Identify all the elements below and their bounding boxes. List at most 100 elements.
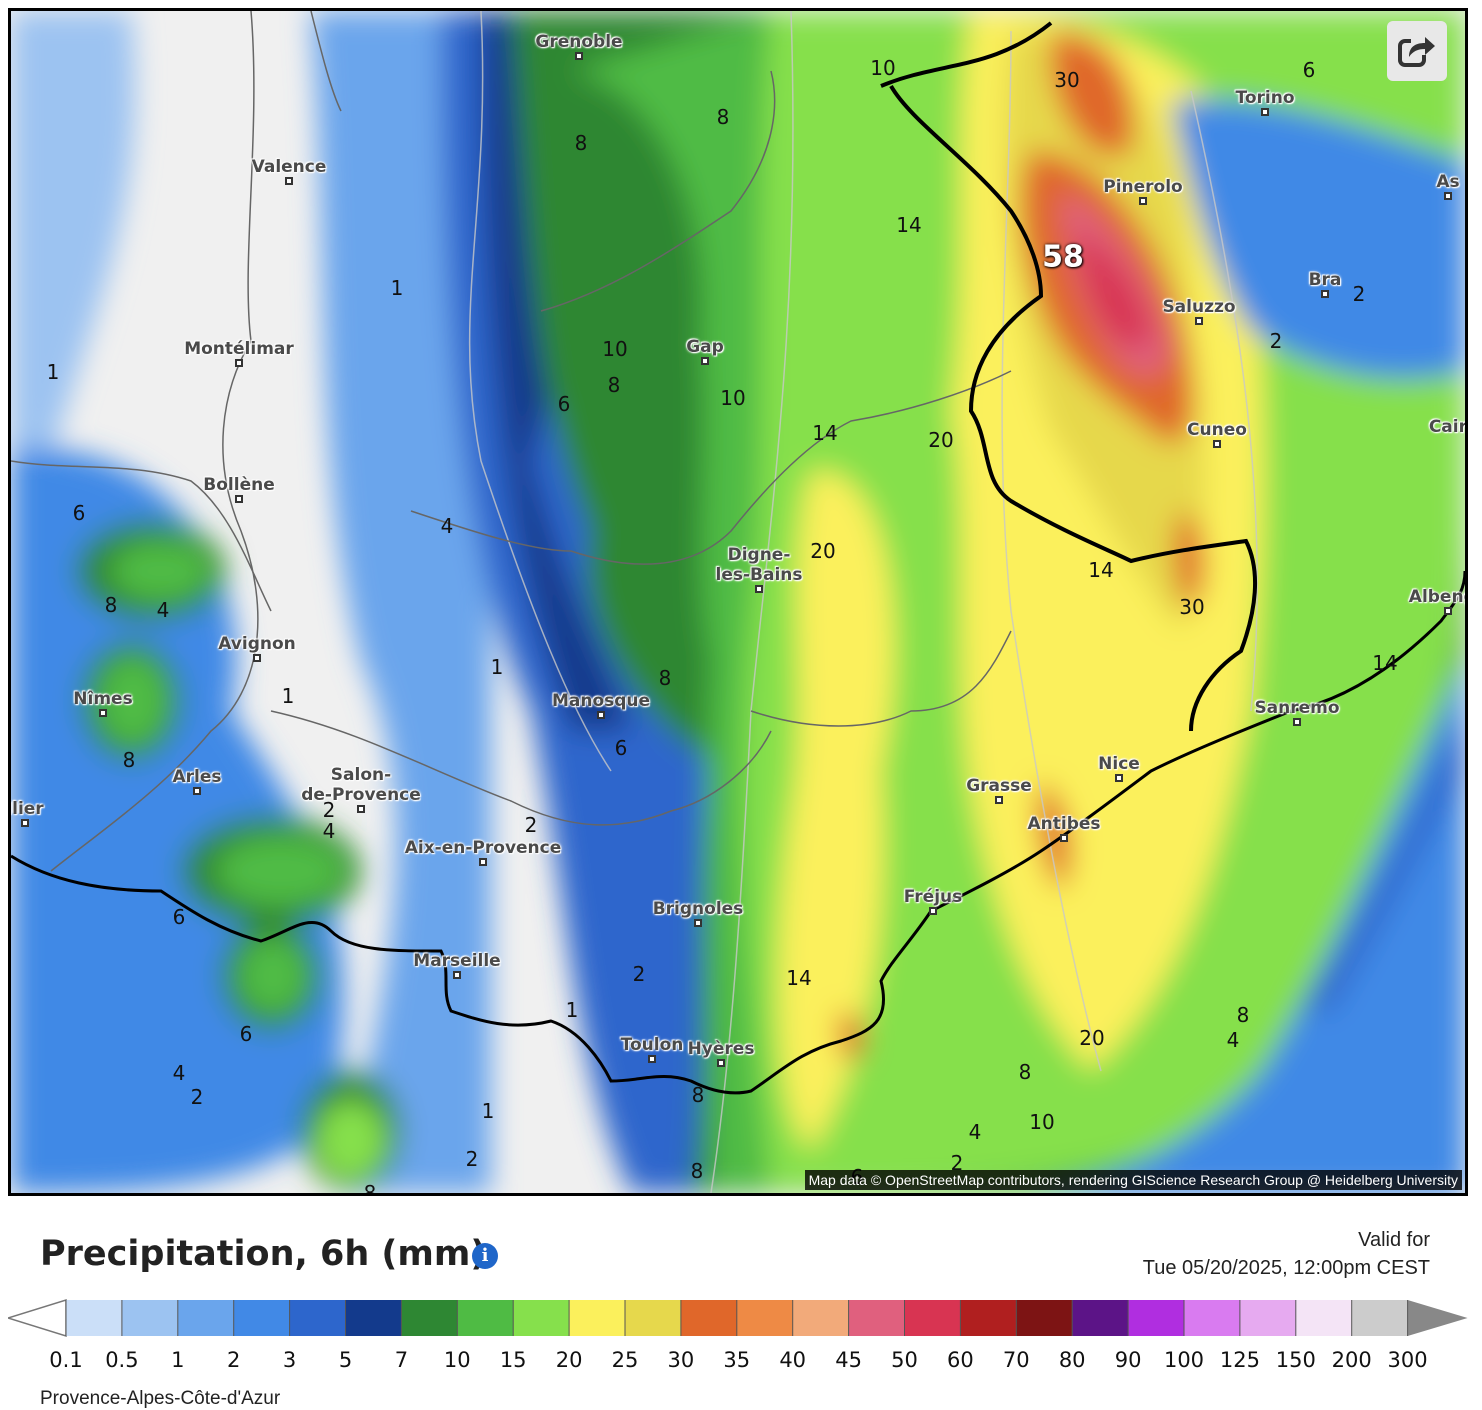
city-marker: [717, 1059, 725, 1067]
legend-swatch: [1016, 1300, 1073, 1336]
legend-swatch: [848, 1300, 905, 1336]
legend-swatch: [289, 1300, 346, 1336]
contour-label: 4: [322, 819, 336, 843]
contour-label: 6: [1302, 58, 1316, 82]
legend-tick-label: 3: [282, 1348, 297, 1372]
legend-tick-label: 30: [667, 1348, 695, 1372]
legend-swatch: [1351, 1300, 1409, 1336]
city-label: Fréjus: [903, 887, 963, 907]
contour-label: 4: [1226, 1028, 1240, 1052]
city-marker: [701, 357, 709, 365]
city-marker: [1060, 834, 1068, 842]
contour-label: 10: [1029, 1110, 1055, 1134]
contour-label: 8: [363, 1181, 377, 1196]
share-button[interactable]: [1387, 21, 1447, 81]
city-marker: [575, 52, 583, 60]
contour-label: 4: [156, 598, 170, 622]
city-label: Bra: [1308, 270, 1342, 290]
city-label: Salon-de-Provence: [301, 765, 421, 805]
legend-tick-label: 20: [555, 1348, 583, 1372]
legend-max-arrow: [1407, 1300, 1468, 1336]
city-label: Arles: [172, 767, 222, 787]
share-icon: [1398, 35, 1435, 67]
legend-tick-label: 0.1: [49, 1348, 83, 1372]
legend-tick-label: 50: [891, 1348, 918, 1372]
legend-tick-label: 80: [1058, 1348, 1086, 1372]
legend-swatch: [1239, 1300, 1297, 1336]
contour-label: 1: [281, 684, 295, 708]
precipitation-field: [11, 11, 1465, 1193]
city-marker: [285, 177, 293, 185]
contour-label: 8: [716, 105, 730, 129]
city-label: Cuneo: [1187, 420, 1247, 440]
legend-swatch: [625, 1300, 682, 1336]
legend-min-arrow: [8, 1298, 67, 1338]
contour-label: 2: [524, 813, 538, 837]
city-label: Aix-en-Provence: [404, 838, 562, 858]
legend-tick-label: 0.5: [105, 1348, 139, 1372]
contour-label: 4: [968, 1120, 982, 1144]
city-label: Avignon: [218, 634, 296, 654]
city-marker: [453, 971, 461, 979]
contour-label: 2: [190, 1085, 204, 1109]
city-marker: [235, 495, 243, 503]
legend-tick-label: 125: [1219, 1348, 1260, 1372]
city-marker: [21, 819, 29, 827]
city-marker: [1115, 774, 1123, 782]
legend-swatch: [736, 1300, 794, 1336]
legend-swatch: [457, 1300, 514, 1336]
city-label: Albenga: [1408, 587, 1465, 607]
contour-label: 2: [322, 798, 336, 822]
city-label: Sanremo: [1254, 698, 1340, 718]
city-label: Digne-les-Bains: [715, 545, 803, 585]
contour-label: 8: [1236, 1003, 1250, 1027]
city-label: Grasse: [966, 776, 1032, 796]
city-marker: [99, 709, 107, 717]
city-label: Antibes: [1027, 814, 1101, 834]
legend-tick-label: 45: [835, 1348, 862, 1372]
city-marker: [479, 858, 487, 866]
legend-tick-label: 200: [1331, 1348, 1372, 1372]
legend-tick-label: 40: [779, 1348, 807, 1372]
city-label: Bollène: [203, 475, 275, 495]
city-label: Cairo Mo: [1428, 417, 1467, 437]
legend-swatch: [177, 1300, 235, 1336]
contour-label: 8: [122, 748, 136, 772]
map-title: Precipitation, 6h (mm): [40, 1234, 487, 1274]
contour-label: 6: [557, 392, 571, 416]
city-marker: [1261, 108, 1269, 116]
contour-label: 1: [390, 276, 404, 300]
legend-tick-label: 100: [1163, 1348, 1205, 1372]
precipitation-map[interactable]: Grenoble Valence Montélimar Bollène Avignon N…: [8, 8, 1468, 1196]
city-label: Grenoble: [535, 32, 623, 52]
contour-label: 14: [1088, 558, 1114, 582]
contour-label: 8: [104, 593, 118, 617]
city-marker: [1444, 607, 1452, 615]
valid-time-block: Valid for Tue 05/20/2025, 12:00pm CEST: [1143, 1226, 1430, 1282]
contour-label: 14: [896, 213, 922, 237]
contour-label: 8: [658, 666, 672, 690]
city-marker: [755, 585, 763, 593]
contour-label: 2: [632, 962, 646, 986]
legend-swatch: [513, 1300, 570, 1336]
city-marker: [597, 711, 605, 719]
contour-label: 30: [1179, 595, 1205, 619]
legend-tick-label: 90: [1114, 1348, 1142, 1372]
contour-label: 20: [810, 539, 836, 563]
info-icon[interactable]: i: [472, 1243, 498, 1269]
legend-swatch: [792, 1300, 850, 1336]
contour-label: 10: [602, 337, 628, 361]
city-label: Saluzzo: [1162, 297, 1236, 317]
contour-label: 1: [46, 360, 60, 384]
valid-label: Valid for: [1358, 1229, 1430, 1251]
contour-label: 2: [950, 1151, 964, 1175]
legend-swatch: [680, 1300, 738, 1336]
contour-label: 6: [614, 736, 628, 760]
legend-tick-label: 1: [171, 1348, 185, 1372]
region-label: Provence-Alpes-Côte-d'Azur: [40, 1388, 281, 1409]
contour-label: 4: [172, 1061, 186, 1085]
contour-label: 2: [1352, 282, 1366, 306]
city-marker: [1213, 440, 1221, 448]
city-label: Torino: [1235, 88, 1295, 108]
contour-label: 8: [574, 131, 588, 155]
